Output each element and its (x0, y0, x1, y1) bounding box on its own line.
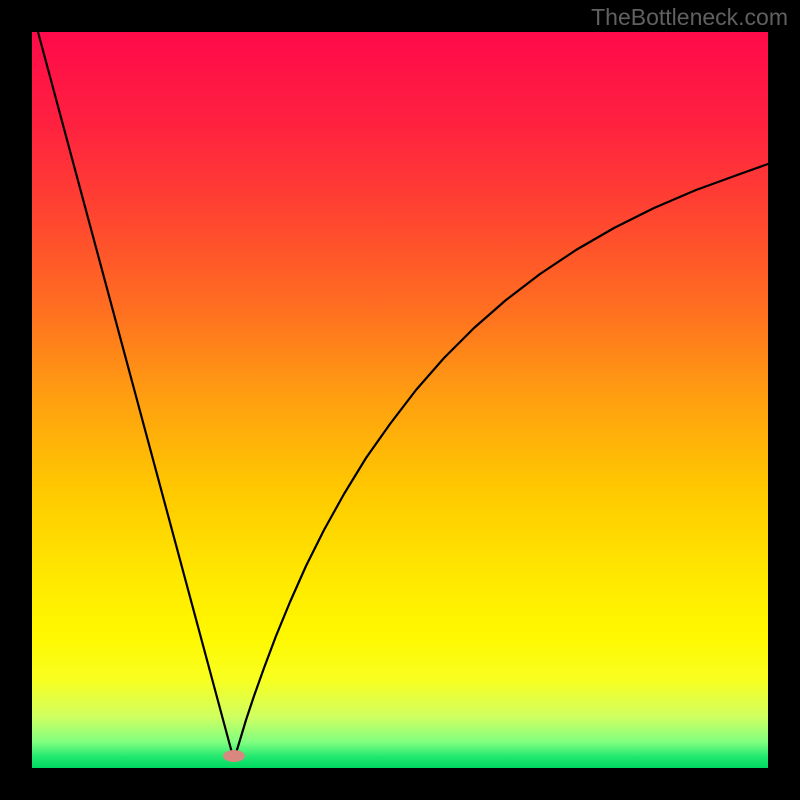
chart-gradient-background (32, 32, 768, 768)
chart-container: TheBottleneck.com (0, 0, 800, 800)
bottleneck-chart (0, 0, 800, 800)
optimal-point-marker (223, 750, 245, 762)
watermark-text: TheBottleneck.com (591, 4, 788, 31)
